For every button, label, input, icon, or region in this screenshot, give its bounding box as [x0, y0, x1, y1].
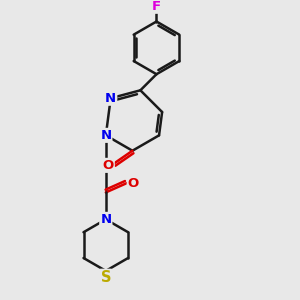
Text: F: F — [152, 0, 161, 13]
Text: N: N — [100, 129, 111, 142]
Text: O: O — [103, 159, 114, 172]
Text: O: O — [128, 177, 139, 190]
Text: N: N — [105, 92, 116, 105]
Text: S: S — [100, 270, 111, 285]
Text: N: N — [100, 213, 111, 226]
